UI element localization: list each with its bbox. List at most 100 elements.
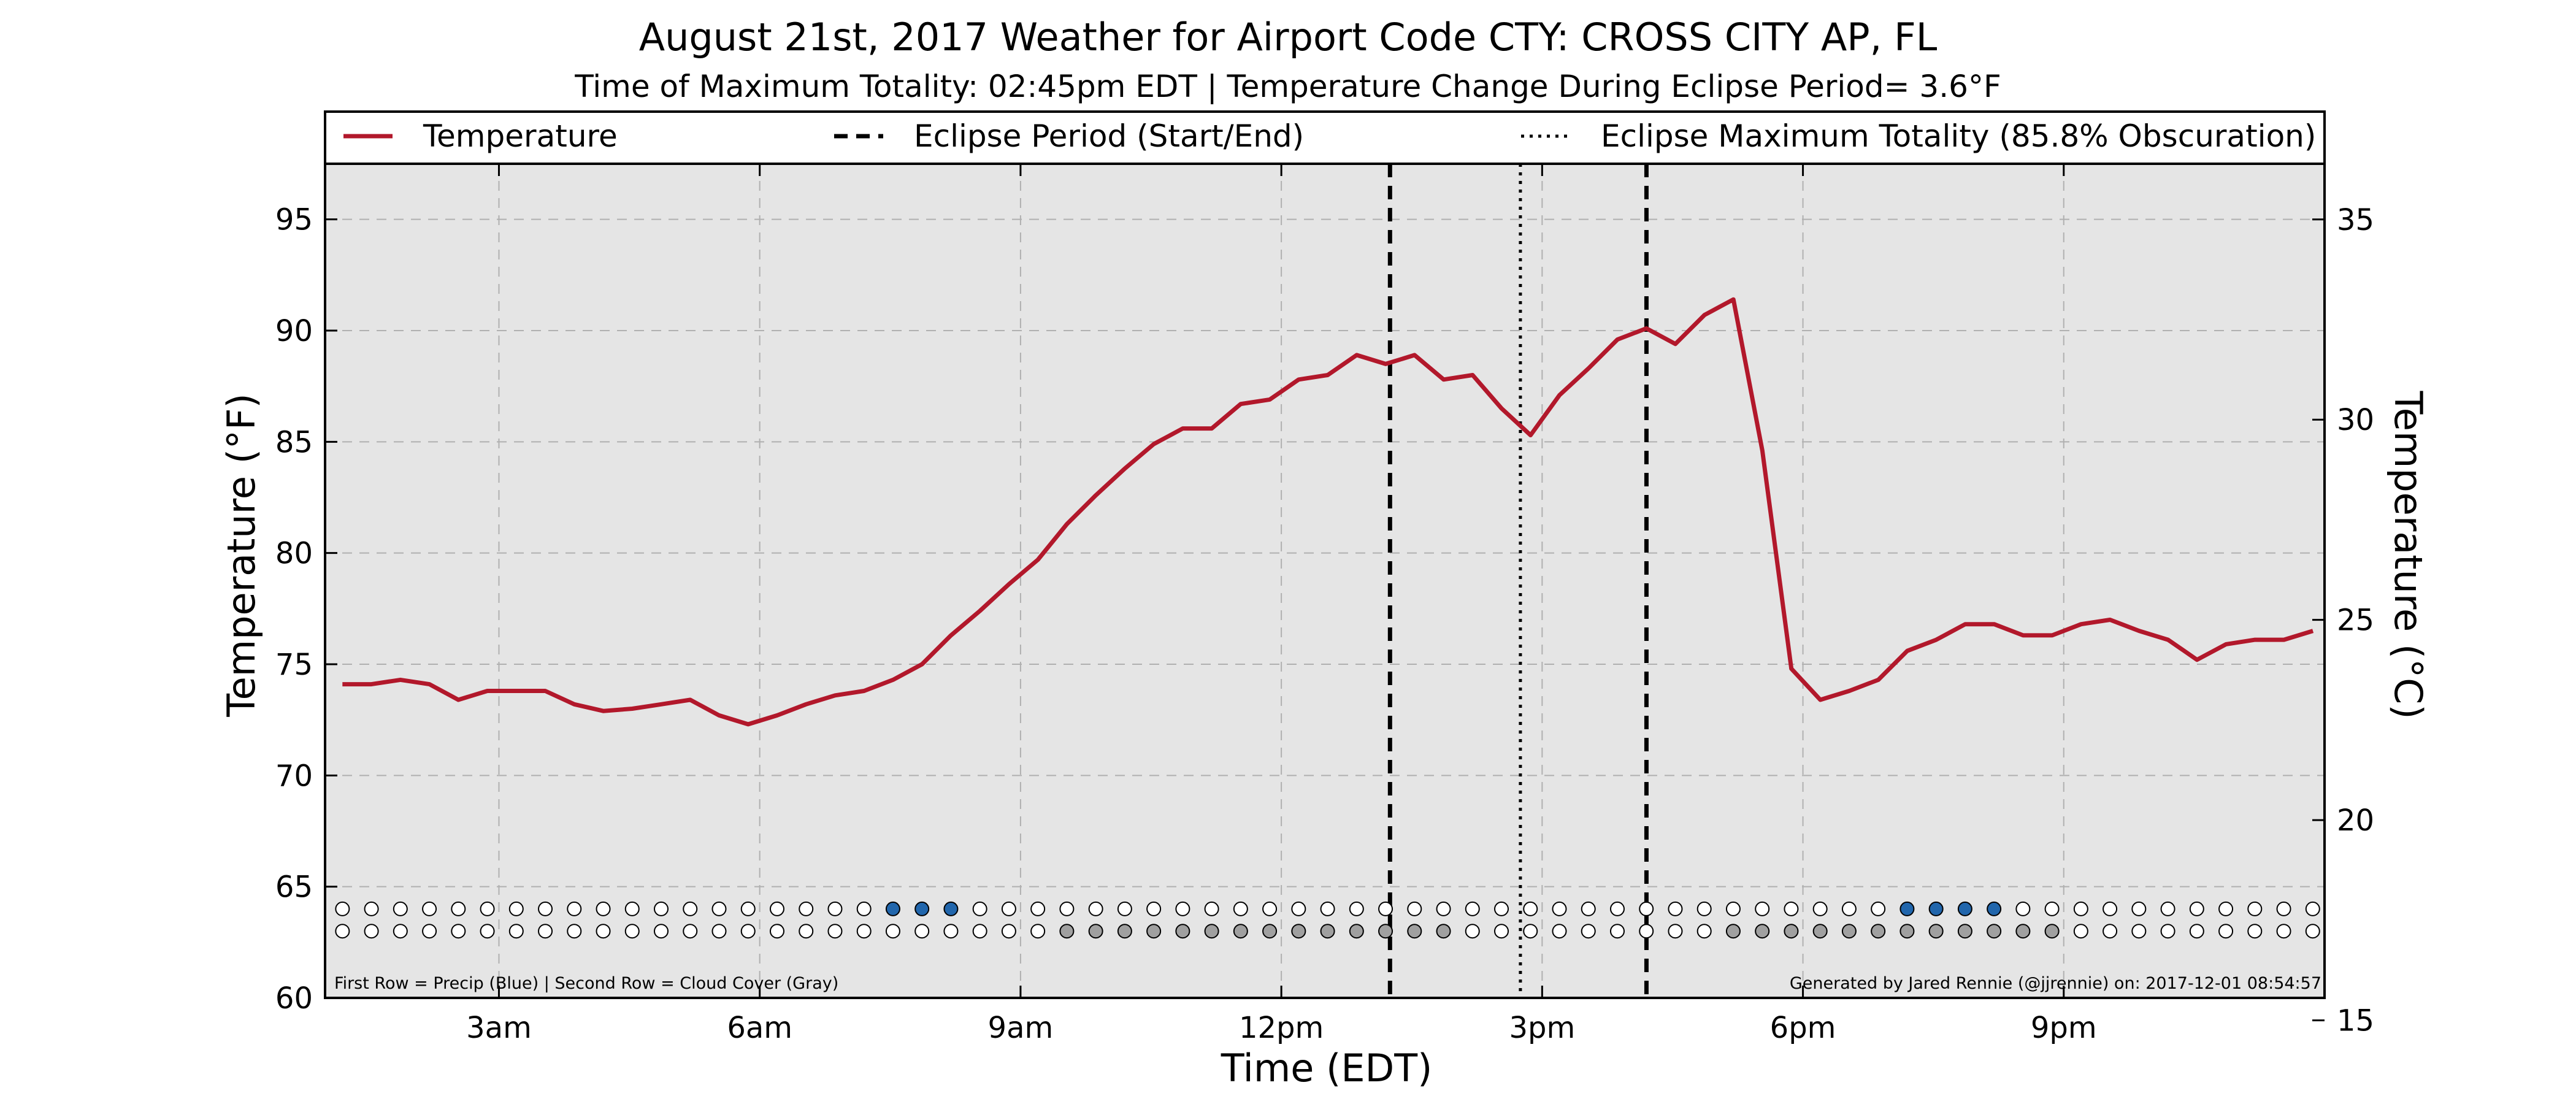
y-tick-label: 85 (275, 425, 313, 459)
cloud-marker (683, 924, 698, 939)
cloud-marker (1233, 924, 1248, 939)
precip-marker (451, 901, 466, 916)
precip-marker (1957, 901, 1972, 916)
y-tick-label-right: 35 (2337, 203, 2374, 237)
cloud-marker (1552, 924, 1567, 939)
precip-marker (1465, 901, 1480, 916)
y-axis-left: 60 65 70 75 80 85 90 95 (275, 203, 337, 1016)
precip-marker (1899, 901, 1915, 916)
y-tick-label: 70 (275, 759, 313, 793)
y-tick-label: 65 (275, 870, 313, 905)
y-tick-label-right: 15 (2337, 1004, 2374, 1038)
precip-marker (624, 901, 640, 916)
condition-markers (335, 901, 2320, 939)
cloud-marker (1175, 924, 1190, 939)
cloud-marker (567, 924, 582, 939)
x-tick-label: 6pm (1770, 1011, 1836, 1045)
precip-marker (2305, 901, 2320, 916)
cloud-marker (827, 924, 843, 939)
cloud-marker (2103, 924, 2118, 939)
cloud-marker (943, 924, 959, 939)
precip-marker (538, 901, 553, 916)
cloud-marker (1523, 924, 1538, 939)
precip-marker (1030, 901, 1046, 916)
cloud-marker (1928, 924, 1944, 939)
precip-marker (1552, 901, 1567, 916)
precip-marker (1987, 901, 2002, 916)
plot-area (325, 164, 2325, 998)
y-tick-label: 75 (275, 648, 313, 682)
chart-title: August 21st, 2017 Weather for Airport Co… (639, 15, 1938, 59)
cloud-marker (1581, 924, 1596, 939)
cloud-marker (1957, 924, 1972, 939)
precip-marker (1117, 901, 1132, 916)
cloud-marker (1320, 924, 1335, 939)
precip-marker (393, 901, 408, 916)
x-tick-label: 3pm (1509, 1011, 1575, 1045)
precip-marker (1262, 901, 1278, 916)
cloud-marker (1117, 924, 1132, 939)
y-tick-label-right: 20 (2337, 803, 2374, 838)
precip-marker (567, 901, 582, 916)
y-tick-label-right: 25 (2337, 604, 2374, 638)
precip-marker (1349, 901, 1364, 916)
precip-marker (1581, 901, 1596, 916)
x-tick-label: 9am (988, 1011, 1054, 1045)
precip-marker (1755, 901, 1770, 916)
cloud-marker (624, 924, 640, 939)
precip-marker (1088, 901, 1103, 916)
cloud-marker (711, 924, 727, 939)
x-axis-label: Time (EDT) (1221, 1046, 1433, 1091)
y-axis-right: 15 20 25 30 35 (2312, 203, 2374, 1038)
precip-marker (914, 901, 930, 916)
cloud-marker (1784, 924, 1799, 939)
y-tick-label: 95 (275, 203, 313, 237)
cloud-marker (769, 924, 784, 939)
cloud-marker (654, 924, 669, 939)
precip-marker (2073, 901, 2088, 916)
eclipse-lines (1387, 164, 1649, 998)
cloud-marker (1059, 924, 1075, 939)
precip-marker (364, 901, 379, 916)
cloud-marker (508, 924, 524, 939)
y-axis-label-right: Temperature (°C) (2386, 390, 2431, 719)
cloud-marker (1987, 924, 2002, 939)
precip-marker (1639, 901, 1654, 916)
cloud-marker (393, 924, 408, 939)
precip-marker (740, 901, 756, 916)
precip-marker (2044, 901, 2060, 916)
cloud-marker (1494, 924, 1509, 939)
cloud-marker (335, 924, 350, 939)
cloud-marker (972, 924, 987, 939)
cloud-marker (480, 924, 495, 939)
x-tick-label: 3am (466, 1011, 532, 1045)
precip-marker (799, 901, 814, 916)
cloud-marker (885, 924, 900, 939)
y-axis-label-left: Temperature (°F) (219, 393, 264, 717)
cloud-marker (364, 924, 379, 939)
cloud-marker (1871, 924, 1886, 939)
y-tick-label-right: 30 (2337, 403, 2374, 437)
precip-marker (1668, 901, 1683, 916)
cloud-marker (1378, 924, 1393, 939)
cloud-marker (1262, 924, 1278, 939)
legend: Temperature Eclipse Period (Start/End) E… (324, 110, 2326, 165)
precip-marker (2218, 901, 2234, 916)
precip-marker (1609, 901, 1625, 916)
cloud-marker (422, 924, 437, 939)
precip-marker (1928, 901, 1944, 916)
x-tick-label: 6am (727, 1011, 792, 1045)
precip-marker (1494, 901, 1509, 916)
precip-marker (480, 901, 495, 916)
grid-lines (325, 164, 2325, 998)
precip-marker (827, 901, 843, 916)
precip-marker (972, 901, 987, 916)
cloud-marker (1030, 924, 1046, 939)
precip-marker (596, 901, 611, 916)
legend-label-temperature: Temperature (423, 118, 618, 154)
precip-marker (654, 901, 669, 916)
precip-marker (885, 901, 900, 916)
precip-marker (1059, 901, 1075, 916)
precip-marker (422, 901, 437, 916)
